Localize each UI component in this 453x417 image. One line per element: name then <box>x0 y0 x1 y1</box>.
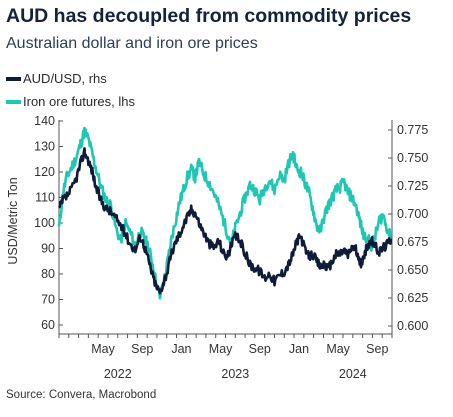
left-tick-label: 130 <box>34 140 55 154</box>
left-tick-label: 100 <box>34 216 55 230</box>
x-year-label: 2023 <box>221 367 249 381</box>
aud-usd-series-line <box>57 147 393 295</box>
x-month-label: Sep <box>366 342 388 356</box>
y-axis-title: USD/Metric Ton <box>6 177 20 264</box>
right-tick-label: 0.700 <box>397 207 428 221</box>
right-tick-label: 0.600 <box>397 319 428 333</box>
left-tick-label: 120 <box>34 165 55 179</box>
right-tick-label: 0.675 <box>397 235 428 249</box>
legend-item-iron: Iron ore futures, lhs <box>6 94 135 109</box>
x-year-label: 2022 <box>104 367 132 381</box>
x-month-label: May <box>209 342 233 356</box>
x-month-label: Jan <box>289 342 309 356</box>
right-tick-label: 0.775 <box>397 123 428 137</box>
legend-swatch-aud <box>6 76 21 81</box>
x-month-label: May <box>91 342 115 356</box>
x-month-label: May <box>326 342 350 356</box>
right-tick-label: 0.725 <box>397 179 428 193</box>
right-tick-label: 0.625 <box>397 291 428 305</box>
source-note: Source: Convera, Macrobond <box>6 389 157 401</box>
left-tick-label: 80 <box>41 267 55 281</box>
chart-subtitle: Australian dollar and iron ore prices <box>6 35 258 52</box>
x-year-label: 2024 <box>339 367 367 381</box>
chart-title: AUD has decoupled from commodity prices <box>6 5 412 27</box>
right-tick-label: 0.750 <box>397 151 428 165</box>
legend-swatch-iron <box>6 99 21 104</box>
right-tick-label: 0.650 <box>397 263 428 277</box>
left-tick-label: 60 <box>41 318 55 332</box>
left-tick-label: 110 <box>35 191 55 205</box>
x-month-label: Jan <box>171 342 191 356</box>
legend-label-iron: Iron ore futures, lhs <box>23 94 135 109</box>
left-tick-label: 70 <box>41 293 55 307</box>
legend-label-aud: AUD/USD, rhs <box>23 71 107 86</box>
iron-ore-series-line <box>57 126 393 300</box>
x-month-label: Sep <box>131 342 153 356</box>
left-tick-label: 140 <box>34 114 55 128</box>
left-tick-label: 90 <box>41 242 55 256</box>
legend-item-aud: AUD/USD, rhs <box>6 71 107 86</box>
x-month-label: Sep <box>249 342 271 356</box>
